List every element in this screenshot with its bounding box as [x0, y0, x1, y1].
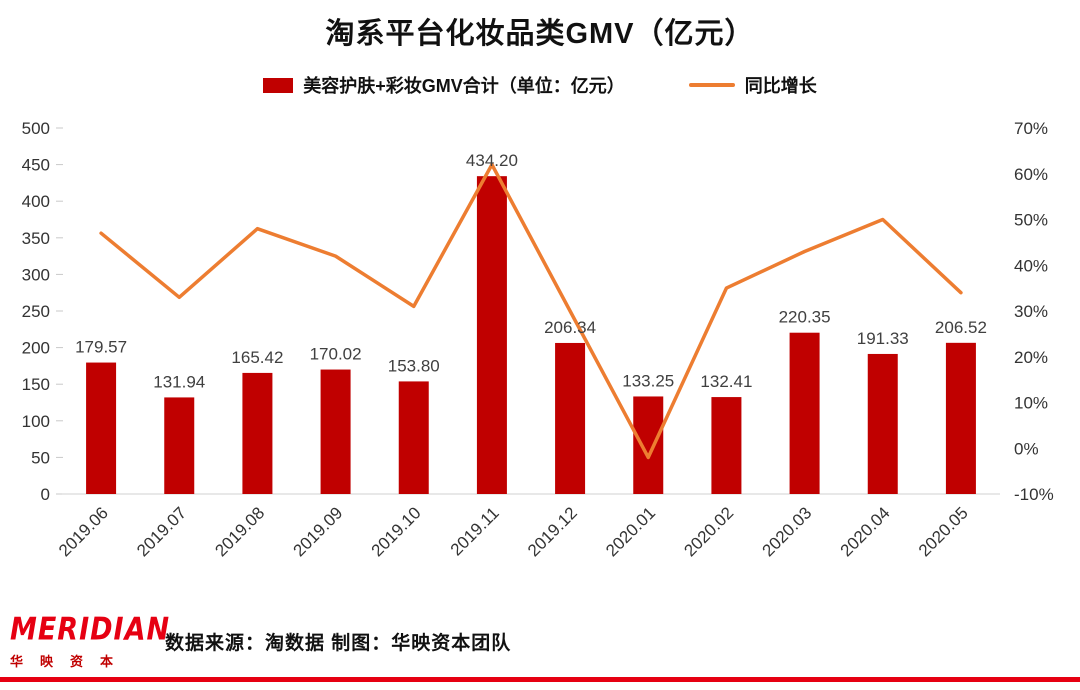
bar	[633, 396, 664, 494]
legend-item-yoy: 同比增长	[688, 72, 817, 98]
x-axis-label: 2019.06	[55, 503, 112, 560]
bar	[242, 372, 273, 494]
bar-value-label: 131.94	[153, 372, 205, 391]
bar	[164, 397, 195, 494]
bar-value-label: 165.42	[231, 348, 283, 367]
bar	[398, 381, 429, 494]
right-axis-tick-label: 40%	[1014, 256, 1048, 275]
left-axis-tick-label: 50	[31, 448, 50, 467]
right-axis-tick-label: 60%	[1014, 165, 1048, 184]
left-axis-tick-label: 0	[41, 485, 50, 504]
bar-series-swatch	[263, 77, 294, 93]
bar-value-label: 153.80	[388, 356, 440, 375]
x-axis-label: 2020.04	[837, 503, 894, 560]
logo-wordmark: MERIDIAN	[10, 612, 171, 648]
bar-value-label: 179.57	[75, 338, 127, 357]
x-axis-label: 2019.11	[447, 503, 503, 559]
bar-value-label: 434.20	[466, 151, 518, 170]
bar-value-label: 206.52	[935, 318, 987, 337]
bar	[555, 342, 586, 494]
bar-value-label: 170.02	[310, 345, 362, 364]
gmv-combo-chart: 0 50 100 150 200 250 300 350 400 450 500 -10% 0% 10% 2…	[22, 119, 1054, 560]
right-axis-tick-label: -10%	[1014, 485, 1054, 504]
right-axis-tick-label: 50%	[1014, 211, 1048, 230]
legend-label-gmv: 美容护肤+彩妆GMV合计（单位：亿元）	[303, 76, 625, 96]
bottom-red-rule	[0, 677, 1080, 682]
bar	[711, 397, 742, 494]
chart-title: 淘系平台化妆品类GMV（亿元）	[325, 18, 755, 50]
x-axis-label: 2019.09	[290, 503, 347, 560]
legend-label-yoy: 同比增长	[744, 76, 817, 96]
x-axis-label: 2020.01	[602, 503, 659, 560]
bar-value-label: 220.35	[779, 308, 831, 327]
legend-item-gmv: 美容护肤+彩妆GMV合计（单位：亿元）	[263, 72, 625, 98]
bar	[945, 342, 976, 494]
right-axis-tick-label: 30%	[1014, 302, 1048, 321]
left-axis-tick-label: 500	[22, 119, 50, 138]
right-axis-tick-label: 10%	[1014, 394, 1048, 413]
bar-value-label: 132.41	[700, 372, 752, 391]
x-axis-label: 2019.10	[368, 503, 425, 560]
right-axis-tick-label: 0%	[1014, 439, 1039, 458]
bar	[320, 369, 351, 494]
x-axis-label: 2020.05	[915, 503, 972, 560]
x-axis-label: 2020.02	[680, 503, 737, 560]
x-axis-label: 2019.08	[211, 503, 268, 560]
right-axis-tick-label: 20%	[1014, 348, 1048, 367]
left-axis-tick-label: 300	[22, 265, 50, 284]
right-axis-tick-label: 70%	[1014, 119, 1048, 138]
legend: 美容护肤+彩妆GMV合计（单位：亿元） 同比增长	[0, 72, 1080, 98]
bar-value-label: 206.34	[544, 318, 596, 337]
bar-value-label: 133.25	[622, 371, 674, 390]
left-axis-tick-label: 150	[22, 375, 50, 394]
meridian-logo: MERIDIAN 华映资本	[10, 612, 171, 670]
bar-value-label: 191.33	[857, 329, 909, 348]
logo-chinese-name: 华映资本	[10, 654, 131, 669]
left-axis-tick-label: 450	[22, 156, 50, 175]
bar	[86, 362, 117, 494]
left-axis-tick-label: 400	[22, 192, 50, 211]
bar	[476, 176, 507, 495]
bar	[867, 353, 898, 494]
x-axis-label: 2019.12	[524, 503, 581, 560]
left-axis-tick-label: 350	[22, 229, 50, 248]
yoy-line-series	[99, 162, 963, 460]
left-axis-tick-label: 250	[22, 302, 50, 321]
x-axis-label: 2020.03	[759, 503, 816, 560]
bar	[789, 332, 820, 494]
left-axis-tick-label: 200	[22, 339, 50, 358]
footer: MERIDIAN 华映资本 数据来源：淘数据 制图：华映资本团队	[0, 606, 1080, 676]
left-axis-tick-label: 100	[22, 412, 50, 431]
data-source-note: 数据来源：淘数据 制图：华映资本团队	[165, 633, 512, 654]
x-axis-label: 2019.07	[133, 503, 190, 560]
line-series-swatch	[688, 83, 735, 87]
